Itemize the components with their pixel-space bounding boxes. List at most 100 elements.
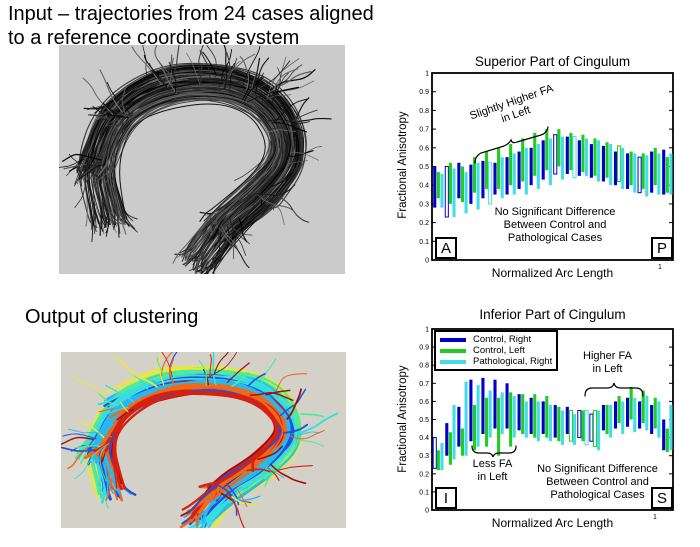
fiber-whisker <box>168 61 177 94</box>
fiber-whisker <box>68 428 112 438</box>
fa-range-bar <box>589 144 593 178</box>
fa-range-bar <box>657 401 661 438</box>
legend-item-control-right: Control, Right <box>440 334 552 345</box>
fiber-whisker <box>261 358 277 384</box>
fiber-whisker <box>134 375 149 390</box>
fiber-whisker <box>254 57 270 95</box>
fa-range-bar <box>597 410 601 451</box>
y-tick-label: 0.6 <box>419 399 429 406</box>
fa-range-bar <box>613 401 618 429</box>
fiber-whisker <box>88 114 111 121</box>
fiber-whisker <box>274 193 310 223</box>
fa-range-bar <box>577 140 581 176</box>
fiber-whisker <box>218 227 238 247</box>
fiber-whisker <box>97 392 120 406</box>
fiber-whisker <box>271 56 287 96</box>
fiber-whisker <box>209 354 212 379</box>
fiber-whisker <box>74 445 101 449</box>
y-tick-label: 0.8 <box>419 108 429 115</box>
fiber-whisker <box>106 81 131 117</box>
fa-range-bar <box>476 385 480 447</box>
fiber-whisker <box>247 72 264 90</box>
fa-range-bar <box>452 405 456 460</box>
fa-range-bar <box>657 153 661 195</box>
annotation-brace <box>584 382 644 397</box>
fa-range-bar <box>601 405 605 431</box>
fa-range-bar <box>457 406 461 447</box>
fiber-whisker <box>120 401 129 413</box>
fiber-whisker <box>268 119 310 124</box>
clustering-output-image <box>61 352 346 528</box>
fa-range-bar <box>645 155 649 197</box>
fa-range-bar <box>585 138 589 176</box>
fiber-stroke <box>119 103 266 222</box>
fiber-whisker <box>142 45 149 82</box>
fa-range-bar <box>536 144 540 189</box>
fa-range-bar <box>524 147 528 195</box>
fa-range-bar <box>593 138 597 176</box>
fa-range-bar <box>557 406 561 442</box>
orientation-label-anterior: A <box>435 237 457 259</box>
fa-range-bar <box>512 395 516 438</box>
legend-item-control-left: Control, Left <box>440 345 552 356</box>
fa-range-bar <box>457 162 461 199</box>
fiber-whisker <box>74 168 94 209</box>
annotation-less-fa: Less FA in Left <box>472 458 513 484</box>
y-tick-label: 0.6 <box>419 145 429 152</box>
fa-range-bar <box>469 379 473 442</box>
fa-range-bar <box>617 145 622 182</box>
fiber-whisker <box>131 46 162 85</box>
fa-range-bar <box>548 405 552 442</box>
legend-item-pathological-right: Pathological, Right <box>440 356 552 367</box>
fiber-whisker <box>231 495 258 507</box>
fiber-whisker <box>295 97 310 120</box>
chart-title: Superior Part of Cingulum <box>474 54 631 69</box>
fa-range-bar <box>621 147 625 189</box>
fa-range-bar <box>493 379 497 429</box>
inferior-chart-plot: 0 0.1 0.2 0.3 0.4 0.5 0.6 0.7 0.8 0.9 1 1 <box>419 327 674 521</box>
fa-range-bar <box>613 151 618 186</box>
fiber-whisker <box>206 45 217 80</box>
control-left-swatch <box>440 348 466 353</box>
fa-range-bar <box>626 153 630 189</box>
fiber-whisker <box>78 164 106 180</box>
fa-range-bar <box>621 401 625 434</box>
annotation-brace <box>474 126 549 164</box>
fa-range-bar <box>638 401 642 429</box>
y-tick-label: 1 <box>425 327 429 334</box>
fa-range-bar <box>572 136 577 179</box>
fiber-whisker <box>221 230 250 269</box>
fa-range-bar <box>436 450 440 471</box>
fa-range-bar <box>568 409 573 442</box>
y-tick-label: 0.5 <box>419 164 429 171</box>
x-axis-label: Normalized Arc Length <box>491 516 614 530</box>
y-tick-label: 0.2 <box>419 220 429 227</box>
fiber-whisker <box>286 388 302 420</box>
fiber-stroke <box>80 70 297 240</box>
fiber-whisker <box>258 194 295 213</box>
fa-range-bar <box>536 401 540 442</box>
fa-range-bar <box>609 144 613 186</box>
fa-range-bar <box>633 153 637 193</box>
fiber-whisker <box>121 85 127 118</box>
fiber-whisker <box>62 433 97 440</box>
fiber-whisker <box>266 94 292 100</box>
y-tick-label: 0.7 <box>419 381 429 388</box>
fa-range-bar <box>662 419 666 451</box>
fiber-whisker <box>272 68 299 92</box>
fiber-whisker <box>199 50 212 83</box>
fiber-whisker <box>230 224 250 245</box>
fa-range-bar <box>565 136 569 174</box>
fa-range-bar <box>481 377 485 434</box>
fa-range-bar <box>472 157 477 193</box>
fiber-whisker <box>148 62 161 82</box>
fiber-whisker <box>115 113 130 117</box>
clustering-label: Output of clustering <box>25 306 199 328</box>
fiber-whisker <box>202 51 217 76</box>
y-tick-label: 0 <box>425 508 429 515</box>
pathological-right-swatch <box>440 359 466 364</box>
y-tick-label: 0.9 <box>419 89 429 96</box>
fa-range-bar <box>541 140 545 180</box>
x-axis-label: Normalized Arc Length <box>491 266 614 280</box>
fiber-whisker <box>212 224 230 260</box>
